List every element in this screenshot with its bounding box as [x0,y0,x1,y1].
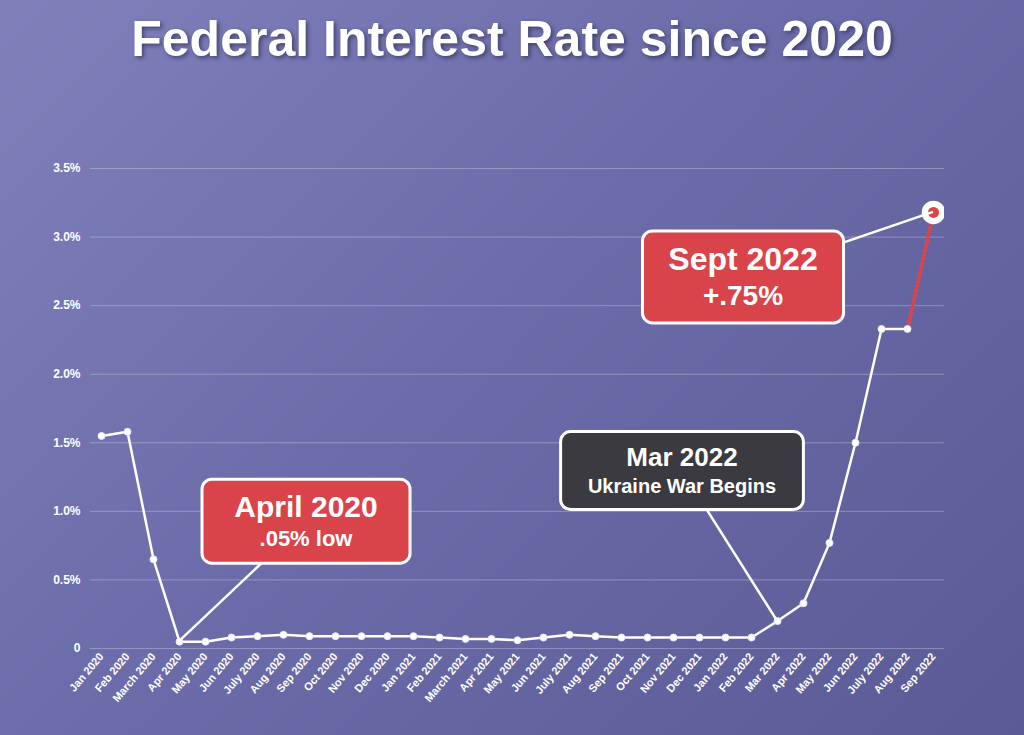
svg-text:Jan 2022: Jan 2022 [690,650,730,694]
svg-text:3.0%: 3.0% [53,230,81,244]
svg-text:May 2021: May 2021 [481,650,522,696]
svg-text:Jun 2021: Jun 2021 [508,650,548,695]
svg-text:Oct 2021: Oct 2021 [613,650,652,694]
svg-text:1.0%: 1.0% [53,504,81,518]
svg-text:Dec 2021: Dec 2021 [663,650,704,695]
svg-text:Jan 2020: Jan 2020 [66,650,106,694]
html-text:Federal Interest Rate since 20: Federal Interest Rate since 2020 [131,11,893,67]
svg-text:Sep 2020: Sep 2020 [273,650,314,695]
svg-text:2.5%: 2.5% [53,298,81,312]
svg-text:Apr 2021: Apr 2021 [456,650,496,694]
svg-text:.05% low: .05% low [260,526,354,551]
svg-text:May 2022: May 2022 [793,650,834,696]
svg-text:Sep 2022: Sep 2022 [898,650,938,694]
svg-text:Apr 2022: Apr 2022 [768,650,808,694]
svg-text:July 2021: July 2021 [532,650,574,696]
svg-text:Ukraine War Begins: Ukraine War Begins [588,475,776,497]
svg-text:Nov 2020: Nov 2020 [325,650,366,696]
svg-text:July 2022: July 2022 [844,650,886,696]
svg-text:Mar 2022: Mar 2022 [626,442,737,472]
svg-text:3.5%: 3.5% [53,161,81,175]
svg-text:March 2020: March 2020 [110,650,158,704]
svg-text:Dec 2020: Dec 2020 [351,650,392,695]
svg-text:May 2020: May 2020 [169,650,210,696]
svg-text:Aug 2020: Aug 2020 [247,650,288,696]
svg-text:Sep 2021: Sep 2021 [585,650,626,695]
svg-text:2.0%: 2.0% [53,367,81,381]
svg-text:Feb 2022: Feb 2022 [716,650,756,695]
svg-text:0: 0 [74,641,81,655]
svg-text:Aug 2021: Aug 2021 [559,650,600,696]
svg-text:July 2020: July 2020 [220,650,262,696]
svg-text:Nov 2021: Nov 2021 [637,650,678,696]
svg-text:Aug 2022: Aug 2022 [871,650,912,696]
svg-text:Jun 2022: Jun 2022 [820,650,860,695]
svg-text:April 2020: April 2020 [234,490,377,523]
svg-text:Apr 2020: Apr 2020 [144,650,184,694]
svg-text:March 2021: March 2021 [422,650,470,704]
svg-text:+.75%: +.75% [703,280,783,311]
svg-text:Sept 2022: Sept 2022 [668,241,817,277]
svg-text:0.5%: 0.5% [53,573,81,587]
svg-text:Feb 2021: Feb 2021 [404,650,444,695]
svg-text:Oct 2020: Oct 2020 [301,650,340,694]
svg-text:Mar 2022: Mar 2022 [742,650,782,695]
svg-text:Feb 2020: Feb 2020 [92,650,132,695]
svg-text:1.5%: 1.5% [53,436,81,450]
svg-text:Jun 2020: Jun 2020 [196,650,236,695]
svg-text:Jan 2021: Jan 2021 [378,650,418,694]
